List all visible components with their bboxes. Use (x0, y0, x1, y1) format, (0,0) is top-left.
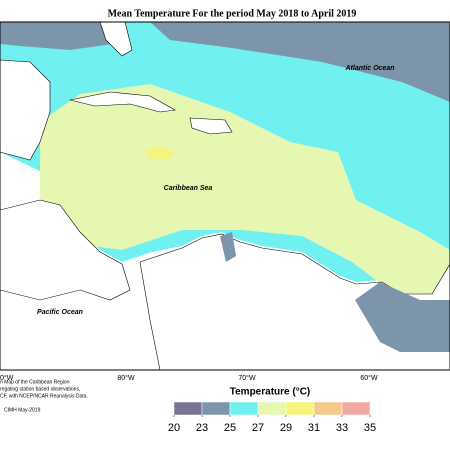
ocean-label: Atlantic Ocean (344, 65, 394, 72)
footnote: regating station based observations, (0, 386, 80, 392)
longitude-label: 60°W (360, 374, 378, 382)
legend-swatch (201, 401, 231, 416)
land (189, 117, 233, 135)
legend-swatch (257, 401, 287, 416)
legend-swatch (173, 401, 203, 416)
longitude-label: 80°W (117, 374, 135, 382)
cool-zone (0, 22, 112, 50)
land (0, 199, 131, 301)
longitude-label: 70°W (238, 374, 256, 382)
legend-tick-label: 35 (364, 422, 376, 434)
cool-zone (150, 22, 450, 102)
legend: 20 23 25 27 29 31 33 35 (168, 401, 376, 434)
hot-zone (145, 146, 175, 160)
cool-zone (220, 232, 236, 262)
legend-tick-label: 27 (252, 422, 264, 434)
legend-swatch (341, 401, 371, 416)
credit: CIMH May-2019 (4, 407, 41, 413)
legend-tick-label: 33 (336, 422, 348, 434)
map: Atlantic Ocean Caribbean Sea Pacific Oce… (0, 21, 450, 371)
legend-swatch (313, 401, 343, 416)
legend-tick-label: 20 (168, 422, 180, 434)
sea-label: Caribbean Sea (164, 185, 213, 192)
land (69, 91, 176, 113)
longitude-label: 0°W (0, 374, 14, 382)
footnote: CF, with NCEP/NCAR Reanalysis Data. (0, 393, 88, 399)
legend-swatch (285, 401, 315, 416)
map-frame (0, 21, 450, 371)
legend-tick-label: 29 (280, 422, 292, 434)
legend-tick-label: 31 (308, 422, 320, 434)
legend-tick-label: 23 (196, 422, 208, 434)
warm-zone (40, 84, 450, 300)
ocean-label: Pacific Ocean (37, 309, 83, 316)
footnote: n Map of the Caribbean Region (0, 379, 70, 385)
cool-zone (355, 282, 450, 352)
legend-swatch (229, 401, 259, 416)
title: Mean Temperature For the period May 2018… (108, 8, 357, 19)
land (0, 59, 51, 161)
legend-tick-label: 25 (224, 422, 236, 434)
legend-title: Temperature (°C) (230, 387, 311, 398)
